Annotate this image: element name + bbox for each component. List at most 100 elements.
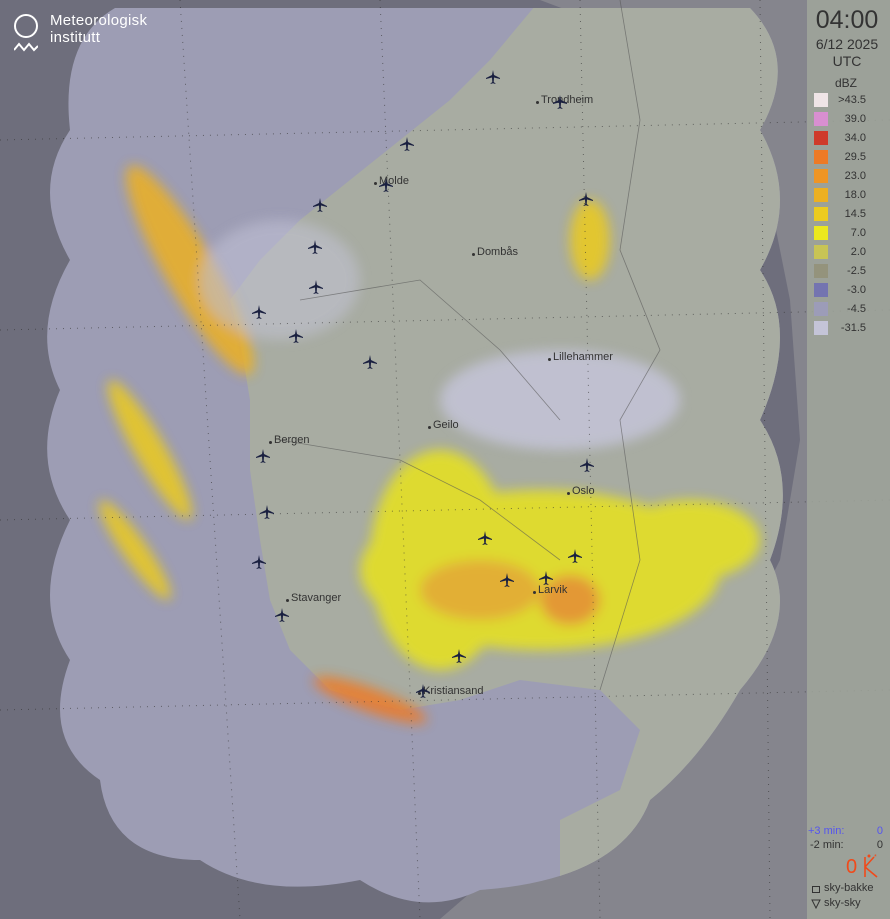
airplane-icon[interactable]: [499, 572, 515, 588]
precip-kristiansand: [313, 676, 427, 724]
legend-swatch: [814, 131, 828, 145]
legend-item: 34.0: [814, 131, 890, 145]
airplane-icon[interactable]: [415, 683, 431, 699]
time-zone: UTC: [832, 53, 862, 69]
lightning-minus2-label: -2 min:: [810, 839, 844, 851]
city-label: Oslo: [567, 485, 595, 497]
legend-item: -31.5: [814, 321, 890, 335]
legend-item: 39.0: [814, 112, 890, 126]
airplane-icon[interactable]: [552, 94, 568, 110]
airplane-icon[interactable]: [579, 457, 595, 473]
lightning-plus3-label: +3 min:: [808, 825, 845, 837]
legend-item: 7.0: [814, 226, 890, 240]
legend-value: -31.5: [840, 322, 866, 334]
time-date: 6/12 2025: [815, 36, 879, 52]
city-label: Stavanger: [285, 592, 342, 604]
precip-core2: [540, 575, 600, 625]
airplane-icon[interactable]: [255, 448, 271, 464]
city-label: Dombås: [472, 246, 518, 258]
legend-value: 39.0: [844, 113, 866, 125]
legend-swatch: [814, 302, 828, 316]
airplane-icon[interactable]: [538, 570, 554, 586]
precip-core: [420, 560, 540, 620]
airplane-icon[interactable]: [288, 328, 304, 344]
borders: [279, 0, 661, 691]
legend-swatch: [814, 150, 828, 164]
legend-swatch: [814, 188, 828, 202]
legend-item: >43.5: [814, 93, 890, 107]
legend-value: -2.5: [847, 265, 866, 277]
legend-value: -4.5: [847, 303, 866, 315]
legend-swatch: [814, 321, 828, 335]
legend-swatch: [814, 245, 828, 259]
legend-item: 29.5: [814, 150, 890, 164]
legend-swatch: [814, 226, 828, 240]
precip-west-band: [126, 165, 254, 375]
airplane-icon[interactable]: [485, 69, 501, 85]
legend-swatch: [814, 264, 828, 278]
airplane-icon[interactable]: [362, 354, 378, 370]
lightning-total: 0: [846, 856, 858, 878]
airplane-icon[interactable]: [378, 177, 394, 193]
airplane-icon[interactable]: [251, 304, 267, 320]
airplane-icon[interactable]: [578, 191, 594, 207]
legend-value: 2.0: [850, 246, 866, 258]
legend-item: 18.0: [814, 188, 890, 202]
land-norway-sweden: [230, 8, 783, 903]
legend-item: -3.0: [814, 283, 890, 297]
time-clock: 04:00: [815, 6, 879, 34]
cloud-cloud-label: sky-sky: [824, 897, 861, 909]
logo-line2: institutt: [50, 29, 101, 46]
legend-value: -3.0: [847, 284, 866, 296]
airplane-icon[interactable]: [399, 136, 415, 152]
airplane-icon[interactable]: [307, 239, 323, 255]
airplane-icon[interactable]: [274, 607, 290, 623]
legend-swatch: [814, 112, 828, 126]
land-outside: [440, 0, 890, 919]
precip-light-north: [440, 350, 680, 450]
logo-wave-icon: [14, 42, 38, 52]
legend-value: 29.5: [844, 151, 866, 163]
legend-swatch: [814, 283, 828, 297]
legend-panel: 04:00 6/12 2025 UTC dBZ >43.5 39.0 34.0 29.…: [807, 0, 890, 919]
legend-unit: dBZ: [834, 76, 857, 90]
airplane-icon[interactable]: [451, 648, 467, 664]
legend-item: 2.0: [814, 245, 890, 259]
legend-value: >43.5: [838, 94, 866, 106]
cloud-ground-label: sky-bakke: [824, 882, 874, 894]
cloud-cloud-icon: [811, 899, 821, 909]
city-label: Larvik: [532, 584, 568, 596]
precip-light-west: [200, 220, 360, 340]
precip-south: [370, 450, 510, 670]
legend-swatch: [814, 207, 828, 221]
precip-east: [620, 500, 760, 580]
cloud-ground-icon: [812, 886, 820, 893]
legend-item: -4.5: [814, 302, 890, 316]
legend-item: 14.5: [814, 207, 890, 221]
logo-line1: Meteorologisk: [50, 12, 148, 29]
legend-value: 14.5: [844, 208, 866, 220]
lightning-icon: *: [864, 854, 878, 878]
city-label: Bergen: [268, 434, 310, 446]
legend-value: 34.0: [844, 132, 866, 144]
city-label: Geilo: [428, 419, 459, 431]
airplane-icon[interactable]: [312, 197, 328, 213]
logo-circle-icon: [14, 14, 38, 38]
precip-west-band2: [107, 380, 193, 520]
lightning-plus3-value: 0: [876, 825, 883, 837]
city-label: Lillehammer: [548, 351, 613, 363]
city-label: Kristiansand: [418, 685, 484, 697]
svg-text:*: *: [874, 854, 877, 861]
legend-value: 23.0: [844, 170, 866, 182]
legend-value: 7.0: [850, 227, 866, 239]
airplane-icon[interactable]: [567, 548, 583, 564]
airplane-icon[interactable]: [251, 554, 267, 570]
airplane-icon[interactable]: [259, 504, 275, 520]
airplane-icon[interactable]: [308, 279, 324, 295]
legend-swatch: [814, 93, 828, 107]
precip-west-band3: [99, 500, 171, 600]
airplane-icon[interactable]: [477, 530, 493, 546]
legend-item: -2.5: [814, 264, 890, 278]
